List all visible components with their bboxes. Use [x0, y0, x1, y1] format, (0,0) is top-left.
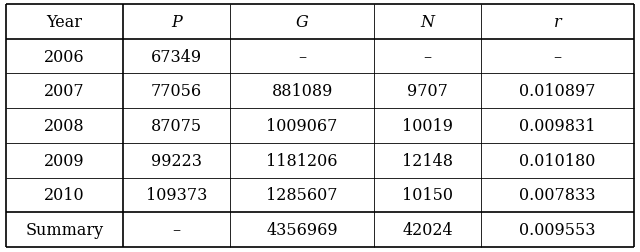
- Text: 2009: 2009: [44, 152, 85, 169]
- Text: 2010: 2010: [44, 187, 85, 204]
- Text: 99223: 99223: [151, 152, 202, 169]
- Text: 0.009831: 0.009831: [519, 117, 596, 135]
- Text: 10150: 10150: [402, 187, 453, 204]
- Text: 67349: 67349: [151, 48, 202, 65]
- Text: –: –: [298, 48, 306, 65]
- Text: 10019: 10019: [402, 117, 453, 135]
- Text: G: G: [296, 14, 308, 31]
- Text: r: r: [554, 14, 561, 31]
- Text: 0.009553: 0.009553: [519, 221, 596, 238]
- Text: 1009067: 1009067: [266, 117, 338, 135]
- Text: Year: Year: [47, 14, 83, 31]
- Text: –: –: [424, 48, 431, 65]
- Text: 1285607: 1285607: [266, 187, 338, 204]
- Text: 9707: 9707: [407, 83, 448, 100]
- Text: P: P: [172, 14, 182, 31]
- Text: 2007: 2007: [44, 83, 85, 100]
- Text: 1181206: 1181206: [266, 152, 338, 169]
- Text: 12148: 12148: [402, 152, 453, 169]
- Text: 77056: 77056: [151, 83, 202, 100]
- Text: N: N: [420, 14, 435, 31]
- Text: 42024: 42024: [402, 221, 453, 238]
- Text: 87075: 87075: [151, 117, 202, 135]
- Text: 0.007833: 0.007833: [519, 187, 596, 204]
- Text: 4356969: 4356969: [266, 221, 338, 238]
- Text: 2006: 2006: [44, 48, 85, 65]
- Text: 109373: 109373: [146, 187, 207, 204]
- Text: 2008: 2008: [44, 117, 85, 135]
- Text: –: –: [173, 221, 180, 238]
- Text: 0.010897: 0.010897: [519, 83, 596, 100]
- Text: 0.010180: 0.010180: [519, 152, 596, 169]
- Text: 881089: 881089: [271, 83, 333, 100]
- Text: –: –: [554, 48, 561, 65]
- Text: Summary: Summary: [26, 221, 104, 238]
